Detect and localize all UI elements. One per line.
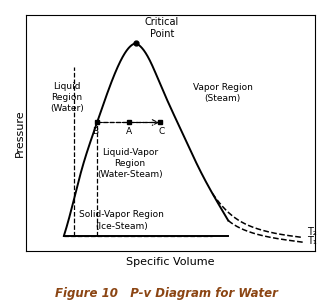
Text: T₂: T₂ <box>307 227 317 237</box>
X-axis label: Specific Volume: Specific Volume <box>126 257 215 267</box>
Text: Solid-Vapor Region
(Ice-Steam): Solid-Vapor Region (Ice-Steam) <box>79 211 164 231</box>
Text: Liquid
Region
(Water): Liquid Region (Water) <box>50 82 84 113</box>
Text: Liquid-Vapor
Region
(Water-Steam): Liquid-Vapor Region (Water-Steam) <box>97 148 163 179</box>
Text: Critical
Point: Critical Point <box>145 17 179 38</box>
Text: C: C <box>159 127 165 136</box>
Y-axis label: Pressure: Pressure <box>15 109 25 157</box>
Text: A: A <box>126 127 132 136</box>
Text: B: B <box>93 127 99 136</box>
Text: T₁: T₁ <box>307 236 317 246</box>
Text: Vapor Region
(Steam): Vapor Region (Steam) <box>192 83 252 103</box>
Text: Figure 10   P-v Diagram for Water: Figure 10 P-v Diagram for Water <box>55 287 278 300</box>
